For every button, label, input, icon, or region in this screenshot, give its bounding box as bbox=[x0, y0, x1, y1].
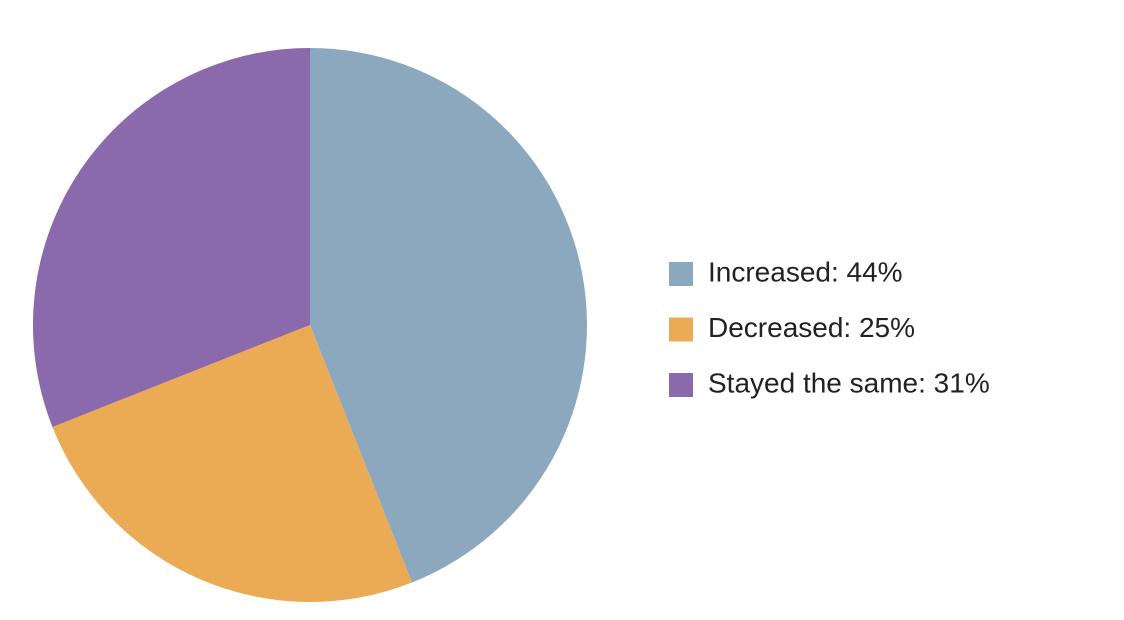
pie-slice bbox=[33, 48, 311, 427]
pie-slice bbox=[52, 325, 412, 602]
legend-label: Stayed the same: 31% bbox=[708, 367, 990, 398]
legend-label: Decreased: 25% bbox=[708, 312, 915, 343]
legend-label: Increased: 44% bbox=[708, 256, 903, 287]
legend-swatch bbox=[669, 262, 693, 286]
legend-swatch bbox=[669, 317, 693, 342]
legend-swatch bbox=[669, 373, 693, 397]
pie-slice bbox=[310, 48, 587, 583]
